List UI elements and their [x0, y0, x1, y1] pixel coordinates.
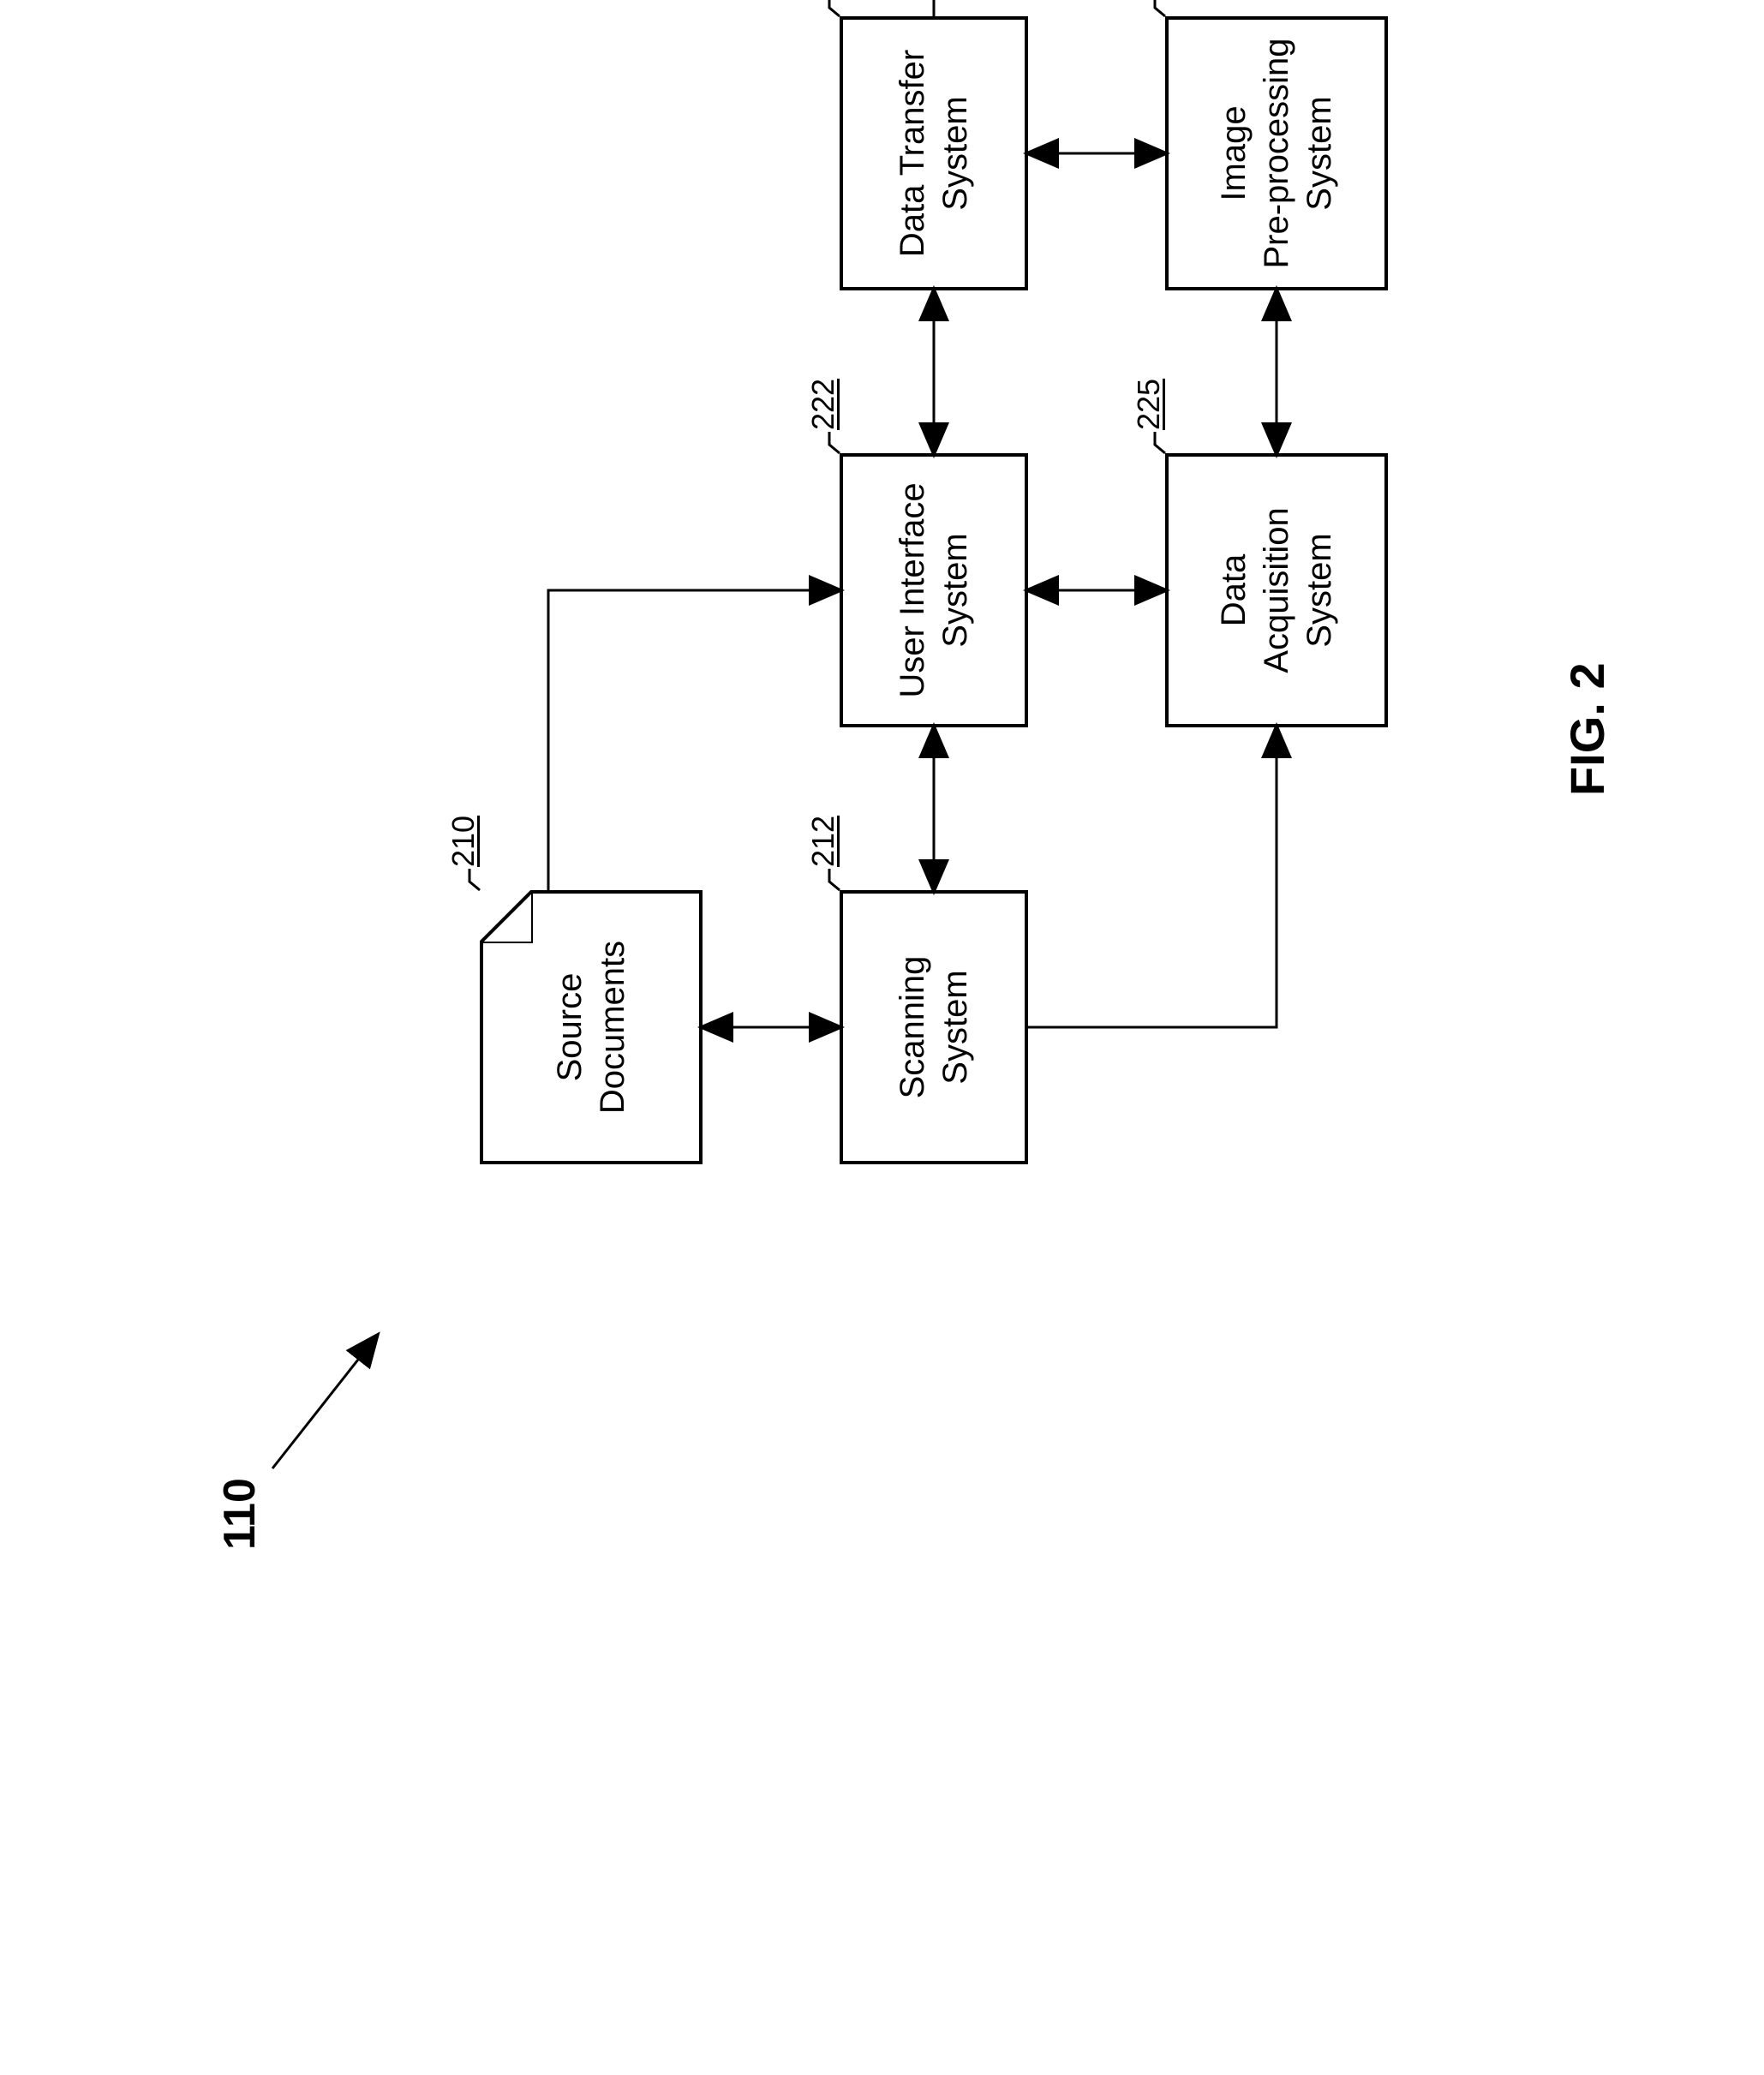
rotated-stage: 110 Source Documents	[0, 0, 1764, 1764]
edges	[0, 0, 1764, 1764]
figure-canvas: 110 Source Documents	[0, 0, 1764, 1764]
figure-title: FIG. 2	[1559, 662, 1615, 796]
